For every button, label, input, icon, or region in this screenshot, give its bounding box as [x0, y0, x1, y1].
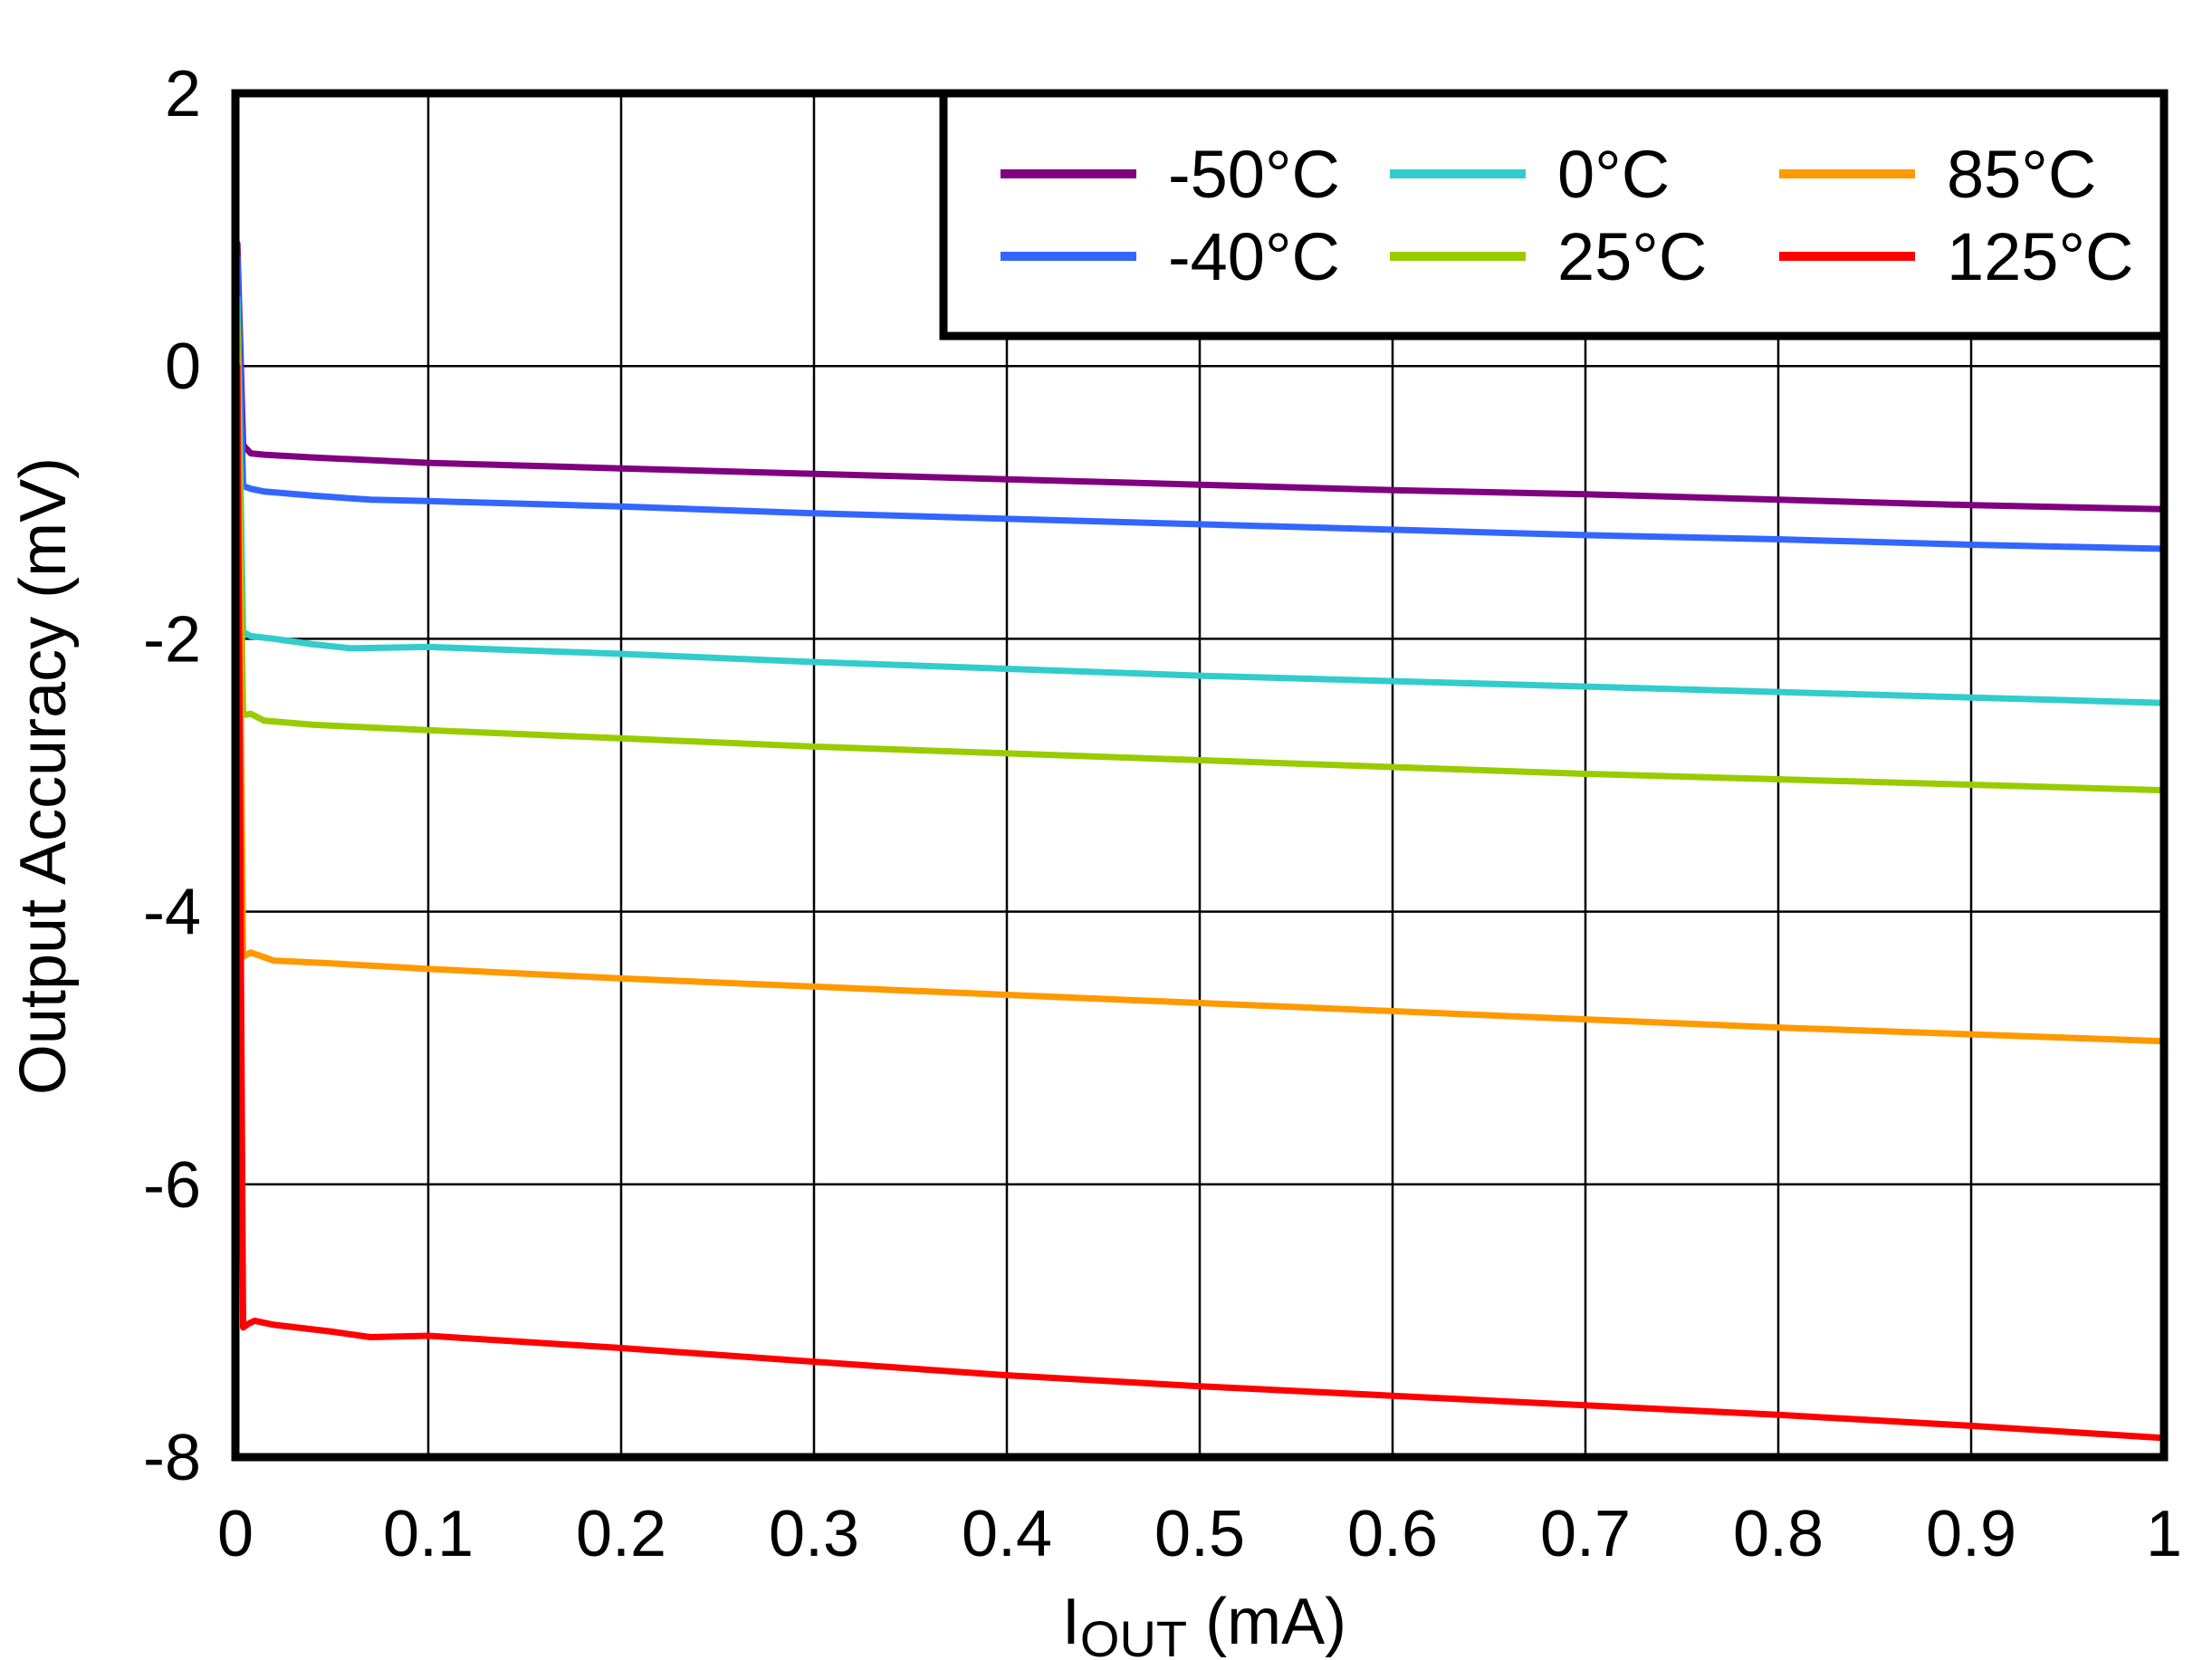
- x-tick-label: 0.5: [1154, 1498, 1245, 1570]
- legend-label: 0°C: [1557, 137, 1670, 212]
- y-tick-label: -4: [143, 877, 201, 949]
- legend-label: -40°C: [1168, 219, 1340, 294]
- x-axis-title-unit: (mA): [1187, 1586, 1346, 1658]
- x-axis-title-subscript: OUT: [1080, 1610, 1187, 1660]
- y-tick-label: -6: [143, 1149, 201, 1222]
- y-tick-label: -8: [143, 1422, 201, 1494]
- x-tick-label: 0.4: [962, 1498, 1052, 1570]
- series-layer: [234, 240, 2168, 1442]
- legend-label: 25°C: [1557, 219, 1707, 294]
- x-tick-label: 0.3: [769, 1498, 859, 1570]
- x-tick-label: 0.9: [1926, 1498, 2016, 1570]
- legend-box: [939, 89, 2169, 341]
- y-tick-label: 0: [165, 331, 201, 403]
- y-tick-labels: 2 0 -2 -4 -6 -8: [143, 58, 201, 1494]
- y-axis-title: Output Accuracy (mV): [7, 457, 80, 1095]
- y-tick-label: 2: [165, 58, 201, 130]
- x-tick-label: 0.1: [383, 1498, 474, 1570]
- series-line-4: [234, 349, 2168, 1045]
- x-tick-label: 0: [217, 1498, 254, 1570]
- series-line-3: [234, 321, 2168, 794]
- y-tick-label: -2: [143, 603, 201, 676]
- x-tick-label: 0.7: [1540, 1498, 1631, 1570]
- legend-label: -50°C: [1168, 137, 1340, 212]
- x-axis-title: IOUT (mA): [1062, 1586, 1346, 1660]
- x-tick-label: 1: [2146, 1498, 2182, 1570]
- x-tick-label: 0.6: [1347, 1498, 1438, 1570]
- series-line-0: [234, 240, 2168, 513]
- x-tick-labels: 0 0.1 0.2 0.3 0.4 0.5 0.6 0.7 0.8 0.9 1: [217, 1498, 2182, 1570]
- x-axis-title-main: I: [1062, 1586, 1080, 1658]
- legend-label: 125°C: [1947, 219, 2134, 294]
- series-line-5: [234, 362, 2168, 1442]
- x-tick-label: 0.8: [1733, 1498, 1824, 1570]
- legend-label: 85°C: [1947, 137, 2096, 212]
- series-line-1: [234, 254, 2168, 552]
- x-tick-label: 0.2: [576, 1498, 666, 1570]
- series-line-2: [234, 294, 2168, 706]
